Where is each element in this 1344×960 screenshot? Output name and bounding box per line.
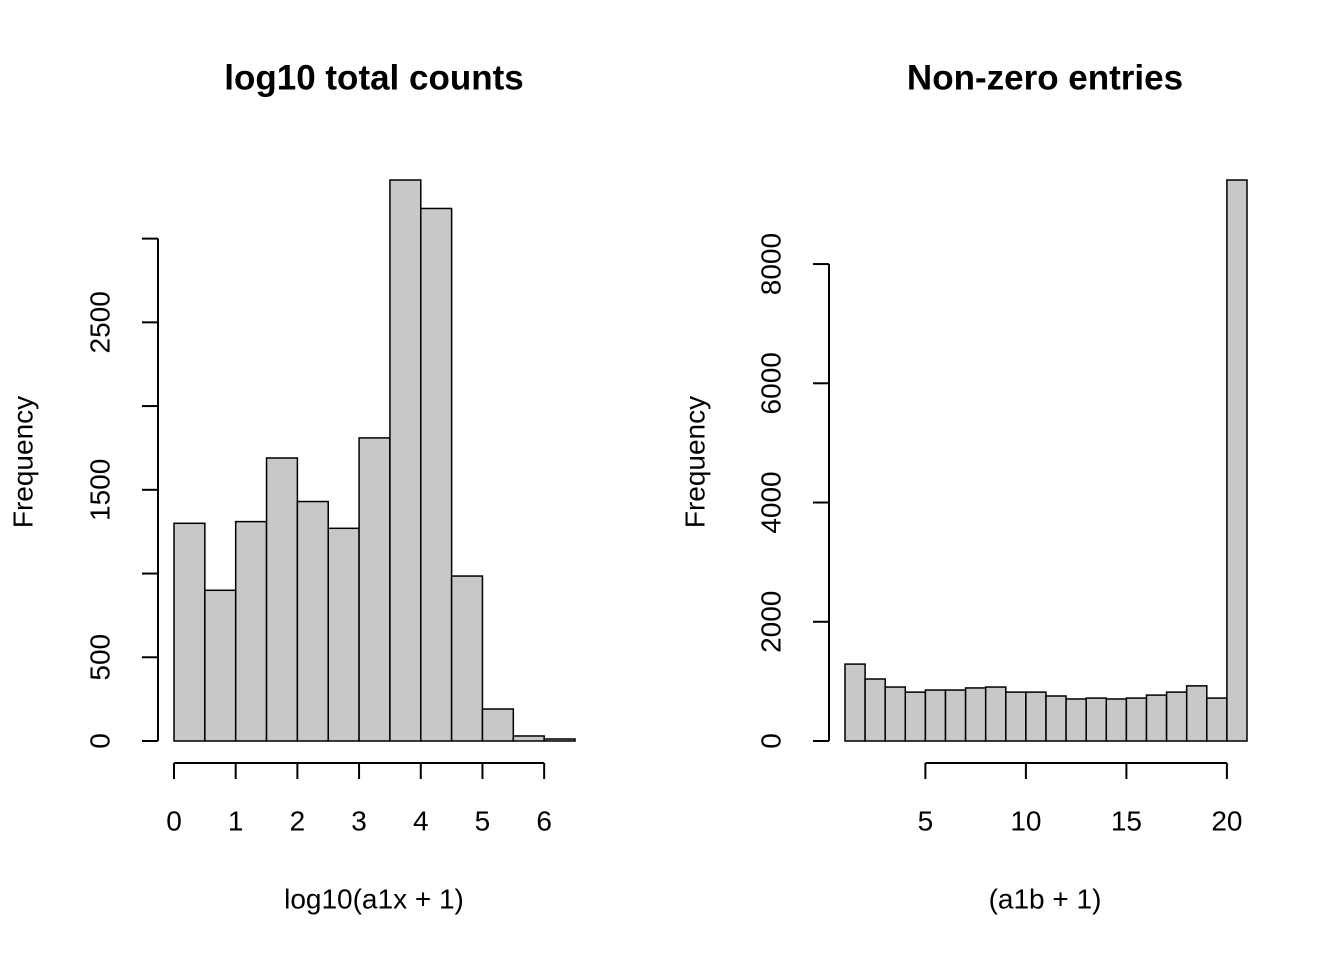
bar — [1005, 691, 1027, 742]
x-tick-label: 3 — [351, 805, 367, 836]
bar — [904, 691, 927, 742]
x-tick-label: 0 — [166, 805, 182, 836]
bar — [1206, 697, 1228, 742]
bar — [1025, 691, 1047, 742]
x-tick-label: 6 — [536, 805, 552, 836]
x-tick-label: 10 — [1010, 805, 1041, 836]
bar — [543, 738, 576, 742]
bar — [234, 520, 268, 742]
y-tick-label: 8000 — [755, 233, 786, 295]
y-tick-label: 2500 — [84, 291, 115, 353]
x-axis-label: (a1b + 1) — [989, 883, 1102, 914]
bar — [924, 689, 947, 742]
bar — [984, 686, 1007, 742]
bar — [1065, 698, 1087, 742]
bar — [265, 457, 299, 742]
y-tick-label: 1500 — [84, 459, 115, 521]
y-axis-label: Frequency — [679, 396, 710, 528]
bar — [1045, 695, 1067, 742]
bar — [1125, 697, 1148, 742]
bar — [389, 179, 422, 742]
y-tick-label: 0 — [755, 733, 786, 749]
bar — [173, 522, 206, 742]
y-tick-label: 0 — [84, 733, 115, 749]
y-tick-label: 2000 — [755, 591, 786, 653]
bar — [944, 689, 967, 742]
bar — [1105, 698, 1128, 742]
chart-title: Non-zero entries — [907, 58, 1183, 97]
bar — [1226, 179, 1248, 742]
chart-title: log10 total counts — [224, 58, 523, 97]
x-tick-label: 5 — [918, 805, 934, 836]
bar — [327, 527, 360, 742]
bar — [204, 589, 237, 742]
x-tick-label: 20 — [1211, 805, 1242, 836]
bar — [884, 686, 907, 742]
bar — [1165, 691, 1188, 742]
bar — [1185, 685, 1208, 742]
y-tick-label: 500 — [84, 634, 115, 681]
x-tick-label: 5 — [475, 805, 491, 836]
bar — [844, 663, 866, 742]
x-tick-label: 2 — [290, 805, 306, 836]
bar — [450, 575, 484, 742]
bar — [1085, 697, 1108, 742]
x-tick-label: 4 — [413, 805, 429, 836]
bar — [1145, 694, 1168, 742]
bar — [420, 207, 453, 742]
x-tick-label: 15 — [1111, 805, 1142, 836]
bar — [512, 735, 545, 742]
y-tick-label: 4000 — [755, 471, 786, 533]
bar — [296, 500, 329, 742]
x-axis-label: log10(a1x + 1) — [284, 883, 464, 914]
bar — [481, 708, 515, 742]
y-axis-label: Frequency — [7, 396, 38, 528]
bar — [964, 687, 987, 742]
bar — [864, 678, 886, 742]
x-tick-label: 1 — [228, 805, 244, 836]
y-tick-label: 6000 — [755, 352, 786, 414]
bar — [358, 437, 391, 742]
